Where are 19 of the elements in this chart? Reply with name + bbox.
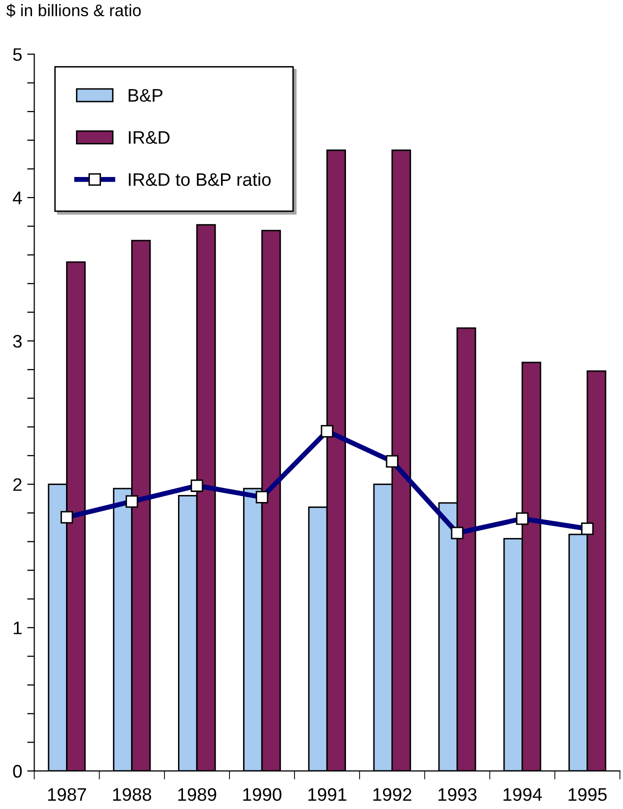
legend-label: IR&D to B&P ratio	[128, 172, 271, 186]
y-tick-label: 0	[13, 764, 22, 778]
x-tick-label: 1994	[504, 788, 542, 801]
y-tick-label: 1	[14, 622, 22, 634]
x-tick-label: 1995	[568, 788, 607, 801]
x-tick-label: 1990	[243, 788, 282, 801]
y-tick-label: 3	[13, 334, 22, 348]
legend-label: B&P	[128, 89, 162, 102]
y-tick-label: 2	[13, 478, 22, 491]
x-tick-label: 1991	[308, 788, 346, 801]
x-tick-label: 1987	[48, 788, 86, 801]
x-tick-label: 1989	[178, 788, 216, 801]
legend-label: IR&D	[128, 131, 170, 144]
y-tick-label: 4	[12, 192, 22, 204]
y-tick-label: 5	[13, 48, 22, 61]
x-tick-label: 1993	[438, 788, 477, 801]
y-axis-title: $ in billions & ratio	[6, 4, 141, 18]
x-tick-label: 1988	[113, 788, 152, 801]
x-tick-label: 1992	[373, 788, 412, 801]
